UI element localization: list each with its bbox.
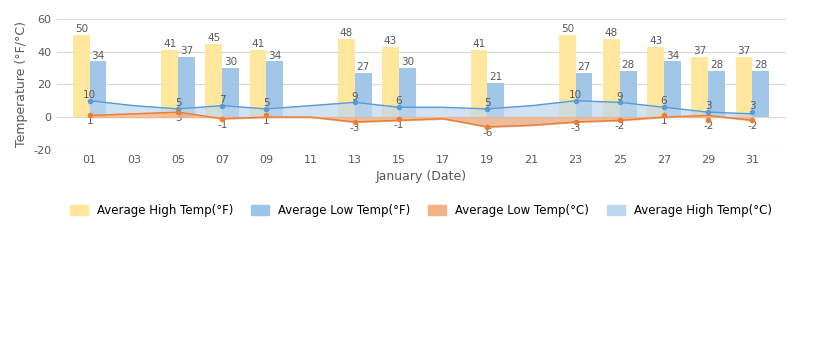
- Text: 28: 28: [622, 60, 635, 70]
- Text: 3: 3: [749, 101, 755, 111]
- Bar: [266, 62, 283, 117]
- Bar: [354, 73, 372, 117]
- Bar: [647, 47, 664, 117]
- Text: 9: 9: [617, 92, 623, 101]
- Text: 34: 34: [91, 51, 105, 60]
- Text: 50: 50: [75, 24, 88, 34]
- Text: 6: 6: [661, 96, 667, 106]
- Text: 37: 37: [693, 46, 706, 56]
- Text: -3: -3: [570, 123, 581, 133]
- Bar: [90, 62, 106, 117]
- Bar: [73, 35, 90, 117]
- Text: 45: 45: [208, 33, 221, 42]
- Text: 5: 5: [263, 98, 270, 108]
- Text: 34: 34: [666, 51, 679, 60]
- Text: -2: -2: [615, 121, 625, 131]
- Bar: [708, 71, 725, 117]
- Bar: [178, 56, 195, 117]
- Text: 1: 1: [86, 116, 93, 126]
- Text: 1: 1: [263, 116, 270, 126]
- Text: -1: -1: [393, 119, 404, 130]
- Text: 30: 30: [401, 57, 414, 67]
- Bar: [691, 56, 708, 117]
- Text: 41: 41: [472, 39, 486, 49]
- Text: -2: -2: [747, 121, 758, 131]
- Text: -1: -1: [217, 119, 227, 130]
- Text: 28: 28: [710, 60, 723, 70]
- Text: 50: 50: [561, 24, 574, 34]
- Text: 48: 48: [339, 28, 353, 38]
- Text: 27: 27: [357, 62, 370, 72]
- Bar: [620, 71, 637, 117]
- Text: 5: 5: [175, 98, 181, 108]
- Bar: [471, 50, 487, 117]
- Text: 1: 1: [661, 116, 667, 126]
- Text: 10: 10: [83, 90, 96, 100]
- Bar: [664, 62, 681, 117]
- Bar: [487, 83, 504, 117]
- Text: 28: 28: [754, 60, 768, 70]
- Text: -2: -2: [703, 121, 713, 131]
- X-axis label: January (Date): January (Date): [375, 170, 466, 183]
- Bar: [559, 35, 576, 117]
- Text: 41: 41: [163, 39, 176, 49]
- Bar: [752, 71, 769, 117]
- Text: -6: -6: [482, 128, 492, 138]
- Bar: [603, 39, 620, 117]
- Text: -3: -3: [349, 123, 360, 133]
- Text: 43: 43: [384, 36, 398, 46]
- Bar: [206, 43, 222, 117]
- Legend: Average High Temp(°F), Average Low Temp(°F), Average Low Temp(°C), Average High : Average High Temp(°F), Average Low Temp(…: [70, 204, 772, 217]
- Bar: [250, 50, 266, 117]
- Text: 27: 27: [578, 62, 591, 72]
- Text: 21: 21: [489, 72, 502, 82]
- Text: 34: 34: [268, 51, 281, 60]
- Text: 6: 6: [396, 96, 403, 106]
- Text: 48: 48: [605, 28, 618, 38]
- Text: 43: 43: [649, 36, 662, 46]
- Bar: [382, 47, 399, 117]
- Text: 37: 37: [180, 46, 193, 56]
- Text: 3: 3: [175, 113, 181, 123]
- Text: 10: 10: [569, 90, 582, 100]
- Text: 41: 41: [251, 39, 265, 49]
- Bar: [399, 68, 416, 117]
- Text: 9: 9: [351, 92, 358, 101]
- Bar: [576, 73, 593, 117]
- Bar: [338, 39, 354, 117]
- Bar: [161, 50, 178, 117]
- Text: 37: 37: [737, 46, 750, 56]
- Text: 3: 3: [705, 101, 711, 111]
- Text: 5: 5: [484, 98, 491, 108]
- Text: 7: 7: [219, 95, 226, 105]
- Bar: [735, 56, 752, 117]
- Y-axis label: Temperature (°F/°C): Temperature (°F/°C): [15, 21, 28, 147]
- Bar: [222, 68, 239, 117]
- Text: 30: 30: [224, 57, 237, 67]
